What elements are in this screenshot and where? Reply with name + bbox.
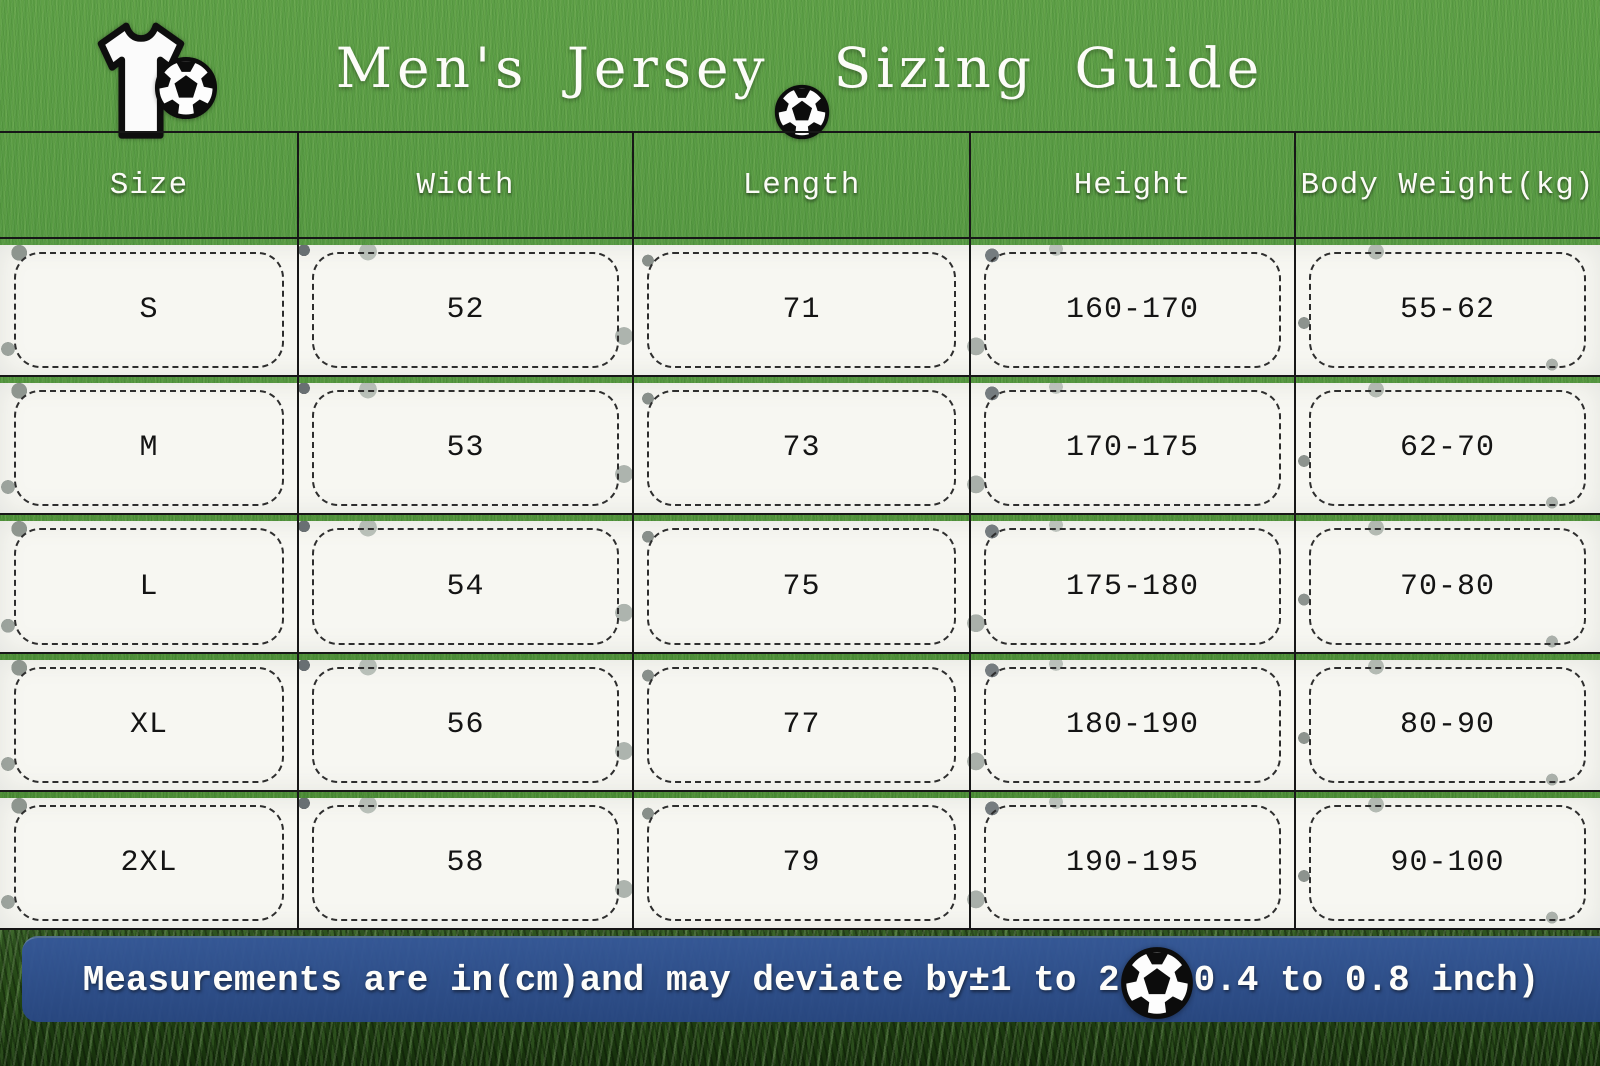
cell-length: 71 bbox=[647, 252, 956, 369]
cell-height: 190-195 bbox=[984, 804, 1281, 922]
cell-length: 73 bbox=[647, 390, 956, 507]
measurement-note-bar: Measurements are in(cm)and may deviate b… bbox=[22, 936, 1600, 1022]
column-header-width: Width bbox=[416, 167, 515, 203]
table-row: L 54 75 175-180 70-80 bbox=[0, 513, 1600, 652]
soccer-ball-icon bbox=[1120, 946, 1194, 1020]
table-header-row: Size Width Length Height Body Weight(kg) bbox=[0, 133, 1600, 237]
cell-weight: 80-90 bbox=[1309, 666, 1586, 783]
cell-height: 175-180 bbox=[984, 528, 1281, 645]
table-row: XL 56 77 180-190 80-90 bbox=[0, 651, 1600, 790]
cell-size: XL bbox=[14, 666, 284, 783]
cell-height: 170-175 bbox=[984, 390, 1281, 507]
sizing-table: Size Width Length Height Body Weight(kg)… bbox=[0, 131, 1600, 930]
column-divider bbox=[969, 133, 971, 928]
column-header-height: Height bbox=[1073, 167, 1192, 203]
page-title-right: Sizing Guide bbox=[833, 36, 1265, 100]
cell-size: L bbox=[14, 528, 284, 645]
table-row: S 52 71 160-170 55-62 bbox=[0, 237, 1600, 376]
column-header-length: Length bbox=[742, 167, 861, 203]
tshirt-soccer-icon bbox=[96, 20, 256, 142]
column-divider bbox=[1294, 133, 1296, 928]
cell-width: 56 bbox=[312, 666, 619, 783]
page-title-left: Men's Jersey bbox=[335, 36, 770, 100]
cell-length: 75 bbox=[647, 528, 956, 645]
cell-size: 2XL bbox=[14, 804, 284, 922]
table-row: 2XL 58 79 190-195 90-100 bbox=[0, 789, 1600, 929]
cell-length: 77 bbox=[647, 666, 956, 783]
page-title: Men's Jersey Sizing Guide bbox=[0, 36, 1600, 140]
cell-width: 54 bbox=[312, 528, 619, 645]
column-header-weight: Body Weight(kg) bbox=[1300, 167, 1595, 203]
cell-size: M bbox=[14, 390, 284, 507]
cell-weight: 90-100 bbox=[1309, 804, 1586, 922]
cell-weight: 62-70 bbox=[1309, 390, 1586, 507]
column-divider bbox=[632, 133, 634, 928]
measurement-note-right: 0.4 to 0.8 inch) bbox=[1193, 959, 1540, 1001]
cell-height: 160-170 bbox=[984, 252, 1281, 369]
table-row: M 53 73 170-175 62-70 bbox=[0, 375, 1600, 514]
measurement-note-left: Measurements are in(cm)and may deviate b… bbox=[82, 959, 1120, 1001]
column-header-size: Size bbox=[109, 167, 189, 203]
tshirt-icon bbox=[97, 22, 185, 139]
cell-size: S bbox=[14, 252, 284, 369]
cell-length: 79 bbox=[647, 804, 956, 922]
cell-width: 53 bbox=[312, 390, 619, 507]
column-divider bbox=[297, 133, 299, 928]
cell-height: 180-190 bbox=[984, 666, 1281, 783]
cell-width: 52 bbox=[312, 252, 619, 369]
cell-weight: 55-62 bbox=[1309, 252, 1586, 369]
cell-width: 58 bbox=[312, 804, 619, 922]
cell-weight: 70-80 bbox=[1309, 528, 1586, 645]
